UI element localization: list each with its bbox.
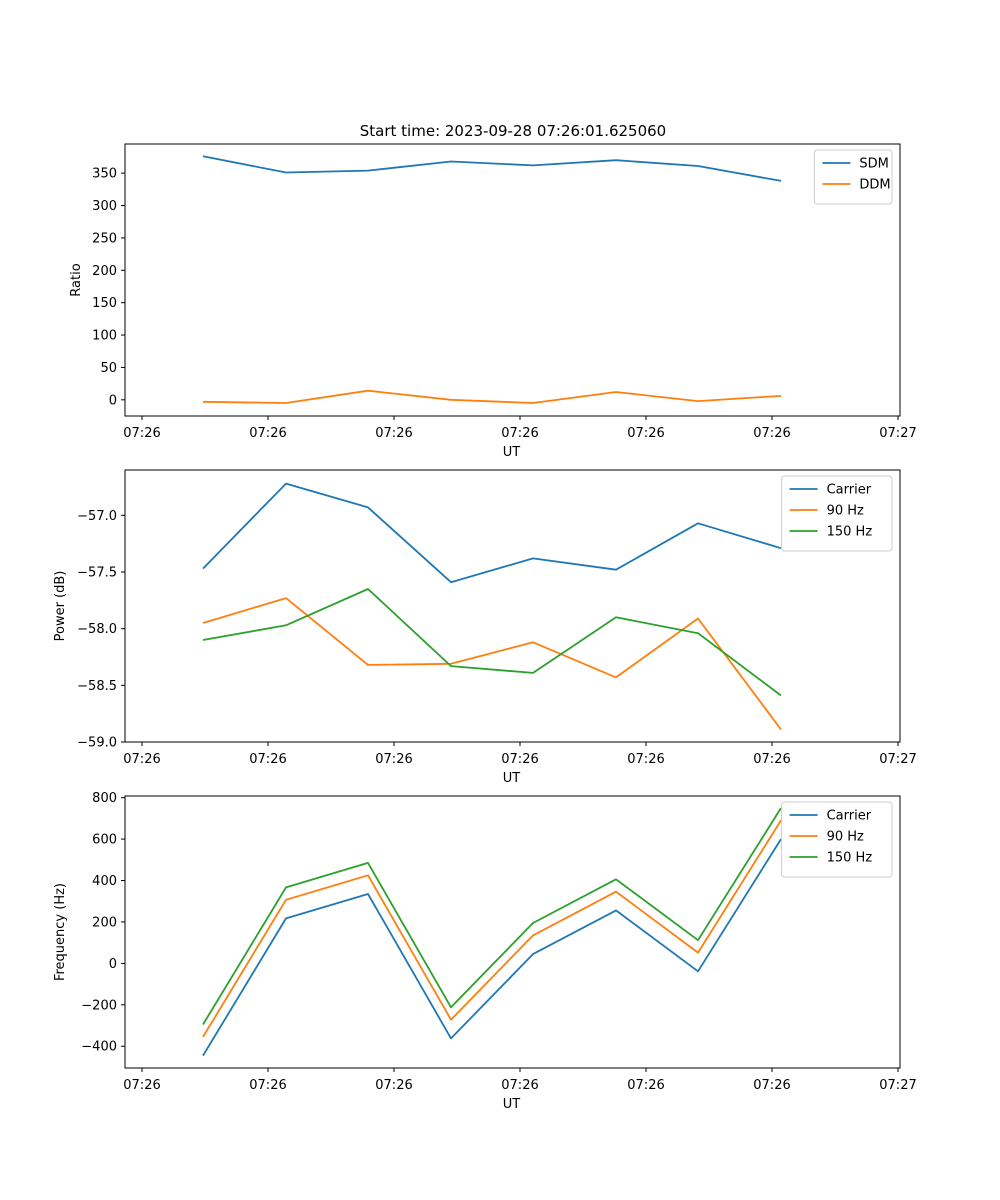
legend-label: SDM <box>859 157 888 172</box>
y-tick-label: −400 <box>81 1040 117 1055</box>
x-axis-label: UT <box>503 1097 521 1112</box>
series-line-150-hz <box>202 588 782 697</box>
x-tick-label: 07:26 <box>627 426 664 441</box>
subplots: 07:26 07:26 07:26 07:26 07:26 07:26 07:27 UT 0 50… <box>53 143 917 1112</box>
series-line-90-hz <box>202 597 782 731</box>
legend-label: 90 Hz <box>827 830 864 845</box>
x-tick-label: 07:26 <box>501 752 538 767</box>
legend: Carrier 90 Hz 150 Hz <box>781 475 893 552</box>
legend-label: 150 Hz <box>827 525 873 540</box>
y-tick-label: 150 <box>92 296 117 311</box>
y-tick-label: 250 <box>92 231 117 246</box>
y-tick-label: 350 <box>92 167 117 182</box>
x-tick-label: 07:27 <box>879 426 916 441</box>
legend-box <box>781 475 893 552</box>
y-tick-label: 100 <box>92 329 117 344</box>
y-tick-label: 200 <box>92 915 117 930</box>
y-tick-label: 0 <box>109 393 117 408</box>
x-tick-label: 07:27 <box>879 752 916 767</box>
axes-frame <box>124 795 901 1069</box>
subplot-1: 07:26 07:26 07:26 07:26 07:26 07:26 07:27 UT 0 50… <box>69 143 917 460</box>
x-tick-label: 07:26 <box>501 1078 538 1093</box>
y-tick-label: 800 <box>92 791 117 806</box>
legend: Carrier 90 Hz 150 Hz <box>781 801 893 878</box>
series-line-sdm <box>202 155 782 182</box>
axes-frame <box>124 143 901 417</box>
legend-label: Carrier <box>827 809 872 824</box>
x-axis-label: UT <box>503 445 521 460</box>
y-tick-label: −57.0 <box>77 509 117 524</box>
y-tick-label: 200 <box>92 264 117 279</box>
legend-label: 150 Hz <box>827 851 873 866</box>
legend: SDM DDM <box>813 149 893 205</box>
legend-label: 90 Hz <box>827 504 864 519</box>
x-tick-label: 07:26 <box>249 752 286 767</box>
y-tick-label: −59.0 <box>77 736 117 751</box>
y-tick-label: 600 <box>92 833 117 848</box>
y-axis-label: Ratio <box>69 263 84 296</box>
y-tick-label: 300 <box>92 199 117 214</box>
subplot-3: 07:26 07:26 07:26 07:26 07:26 07:26 07:27 UT −40… <box>53 791 917 1112</box>
x-tick-label: 07:26 <box>753 426 790 441</box>
x-tick-label: 07:27 <box>879 1078 916 1093</box>
x-tick-label: 07:26 <box>627 752 664 767</box>
y-tick-label: −58.0 <box>77 622 117 637</box>
x-tick-label: 07:26 <box>123 1078 160 1093</box>
x-tick-label: 07:26 <box>627 1078 664 1093</box>
x-tick-label: 07:26 <box>753 1078 790 1093</box>
figure-title: Start time: 2023-09-28 07:26:01.625060 <box>360 122 666 140</box>
x-tick-label: 07:26 <box>123 752 160 767</box>
x-tick-label: 07:26 <box>249 1078 286 1093</box>
y-tick-label: 400 <box>92 874 117 889</box>
y-tick-label: −200 <box>81 998 117 1013</box>
x-axis-label: UT <box>503 771 521 786</box>
x-tick-label: 07:26 <box>753 752 790 767</box>
legend-box <box>781 801 893 878</box>
series-line-150-hz <box>202 807 782 1025</box>
x-tick-label: 07:26 <box>375 1078 412 1093</box>
x-tick-label: 07:26 <box>249 426 286 441</box>
y-tick-label: −58.5 <box>77 679 117 694</box>
y-axis-label: Frequency (Hz) <box>53 883 68 981</box>
y-tick-label: −57.5 <box>77 566 117 581</box>
y-tick-label: 50 <box>100 361 117 376</box>
x-tick-label: 07:26 <box>375 752 412 767</box>
y-tick-label: 0 <box>109 957 117 972</box>
legend-label: Carrier <box>827 483 872 498</box>
x-tick-label: 07:26 <box>123 426 160 441</box>
series-line-90-hz <box>202 819 782 1038</box>
x-tick-label: 07:26 <box>375 426 412 441</box>
series-line-carrier <box>202 482 782 584</box>
series-line-carrier <box>202 838 782 1057</box>
y-axis-label: Power (dB) <box>53 571 68 642</box>
x-tick-label: 07:26 <box>501 426 538 441</box>
legend-label: DDM <box>859 178 890 193</box>
series-line-ddm <box>202 389 782 404</box>
subplot-2: 07:26 07:26 07:26 07:26 07:26 07:26 07:27 UT −59… <box>53 469 917 786</box>
axes-frame <box>124 469 901 743</box>
